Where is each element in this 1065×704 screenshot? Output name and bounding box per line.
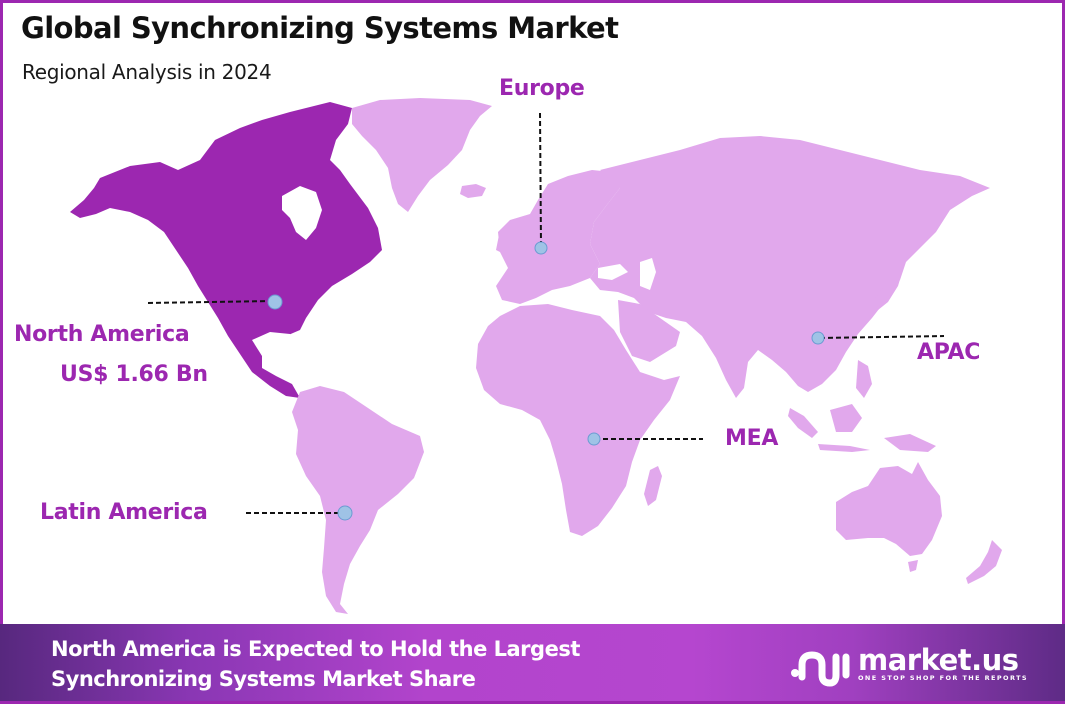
iceland-shape: [460, 184, 486, 198]
brand-tagline: ONE STOP SHOP FOR THE REPORTS: [858, 673, 1028, 682]
black-sea-water: [598, 264, 628, 280]
hudson-bay-water: [282, 186, 322, 240]
mea-marker: [587, 432, 601, 446]
latin-america-marker: [337, 505, 353, 521]
asia-shape: [590, 136, 990, 398]
footer-headline: North America is Expected to Hold the La…: [51, 634, 580, 694]
europe-leader-line: [539, 112, 542, 247]
europe-label: Europe: [499, 76, 585, 101]
sumatra-shape: [788, 408, 818, 438]
brand-name: market.us: [858, 642, 1019, 677]
europe-shape: [496, 170, 620, 304]
mea-label: MEA: [725, 426, 779, 451]
greenland-shape: [352, 98, 492, 212]
world-map: [70, 98, 1002, 614]
north-america-shape: [70, 102, 382, 398]
north-america-marker: [267, 294, 283, 310]
south-america-shape: [292, 386, 424, 614]
arabia-shape: [618, 300, 680, 362]
market-us-logo-icon: [791, 651, 850, 687]
footer-banner: North America is Expected to Hold the La…: [0, 624, 1065, 704]
apac-leader-line: [819, 335, 945, 339]
borneo-shape: [830, 404, 862, 432]
page-title: Global Synchronizing Systems Market: [21, 11, 619, 45]
brand-text: market.us ONE STOP SHOP FOR THE REPORTS: [858, 645, 1028, 682]
new-guinea-shape: [884, 434, 936, 452]
new-zealand-shape: [966, 540, 1002, 584]
brand-logo[interactable]: market.us ONE STOP SHOP FOR THE REPORTS: [790, 642, 1028, 692]
europe-marker: [534, 241, 548, 255]
philippines-shape: [856, 360, 872, 398]
africa-shape: [476, 304, 680, 536]
caspian-sea-water: [640, 258, 656, 290]
na-leader-line: [147, 300, 274, 304]
australia-shape: [836, 462, 942, 556]
apac-marker: [811, 331, 825, 345]
uk-shape: [496, 224, 516, 256]
java-shape: [818, 444, 870, 452]
north-america-value: US$ 1.66 Bn: [60, 362, 208, 387]
gulf-of-mexico-water: [252, 332, 300, 360]
footer-headline-line1: North America is Expected to Hold the La…: [51, 637, 580, 661]
madagascar-shape: [644, 466, 662, 506]
tasmania-shape: [908, 560, 918, 572]
latin-america-label: Latin America: [40, 500, 208, 525]
page-subtitle: Regional Analysis in 2024: [22, 60, 272, 84]
japan-shape: [874, 256, 904, 310]
north-america-label: North America: [14, 322, 190, 347]
footer-headline-line2: Synchronizing Systems Market Share: [51, 667, 476, 691]
apac-label: APAC: [917, 340, 981, 365]
